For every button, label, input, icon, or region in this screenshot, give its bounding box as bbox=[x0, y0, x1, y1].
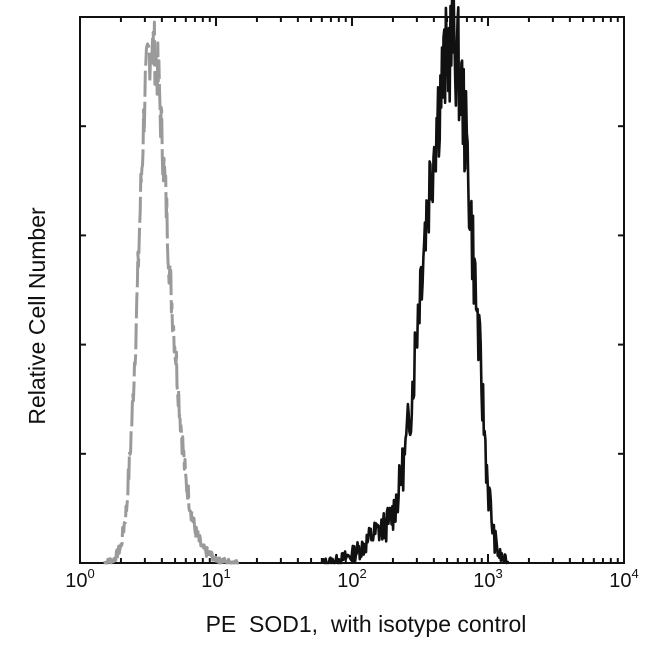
x-tick-label-exponent: 2 bbox=[360, 566, 367, 581]
x-tick-label-base: 10 bbox=[201, 570, 223, 592]
x-tick-label: 103 bbox=[473, 566, 502, 592]
x-tick-label-exponent: 0 bbox=[88, 566, 95, 581]
x-tick-label-base: 10 bbox=[65, 570, 87, 592]
y-axis-title: Relative Cell Number bbox=[24, 207, 50, 425]
isotype-control-histogram bbox=[102, 20, 241, 565]
series-layer bbox=[102, 0, 510, 565]
plot-frame bbox=[79, 16, 625, 564]
x-axis-tick-labels: 100 101 102 103 104 bbox=[65, 566, 638, 592]
x-tick-label-base: 10 bbox=[337, 570, 359, 592]
sod1-histogram bbox=[320, 0, 510, 565]
x-tick-label-base: 10 bbox=[609, 570, 631, 592]
x-tick-label-exponent: 4 bbox=[632, 566, 639, 581]
x-tick-label-base: 10 bbox=[473, 570, 495, 592]
x-tick-label: 101 bbox=[201, 566, 230, 592]
x-tick-label-exponent: 1 bbox=[224, 566, 231, 581]
x-axis-ticks bbox=[79, 17, 625, 563]
x-axis-title: PE SOD1, with isotype control bbox=[206, 611, 527, 637]
x-tick-label: 104 bbox=[609, 566, 638, 592]
x-tick-label: 102 bbox=[337, 566, 366, 592]
y-axis-ticks bbox=[80, 16, 624, 564]
x-tick-label-exponent: 3 bbox=[496, 566, 503, 581]
x-tick-label: 100 bbox=[65, 566, 94, 592]
